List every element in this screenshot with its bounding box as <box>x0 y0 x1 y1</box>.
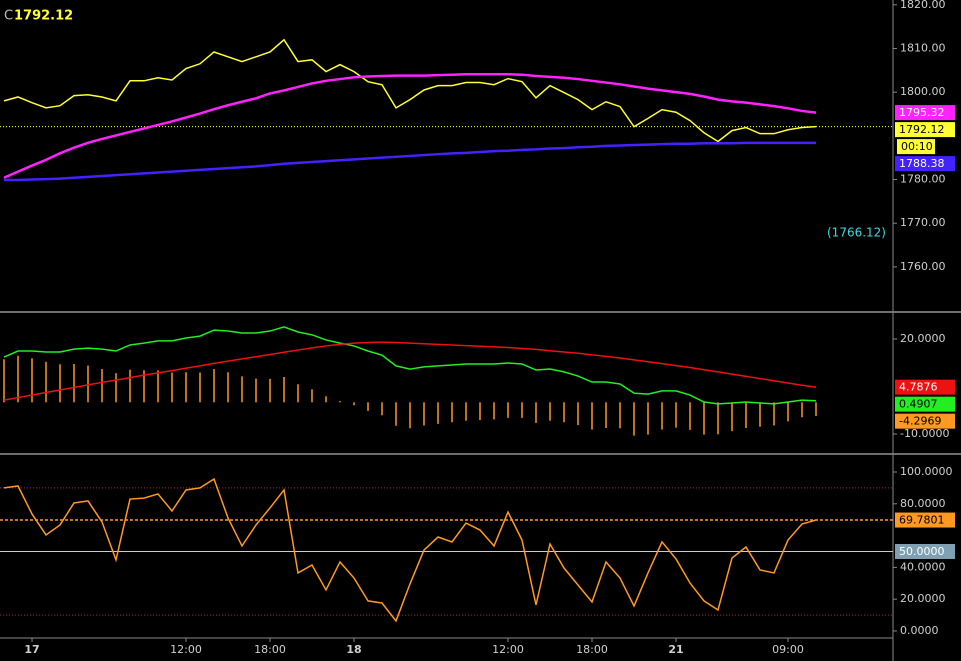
y-tick-label: 1780.00 <box>900 173 946 186</box>
x-tick-label: 17 <box>24 643 39 656</box>
y-tick-label: 1760.00 <box>900 260 946 273</box>
x-tick-label: 18:00 <box>576 643 608 656</box>
y-tick-label: 20.0000 <box>900 592 946 605</box>
series-line <box>3 326 817 405</box>
value-box <box>895 156 955 172</box>
x-tick-label: 12:00 <box>170 643 202 656</box>
series-line <box>4 141 817 182</box>
value-box <box>895 379 955 395</box>
y-tick-label: 1770.00 <box>900 216 946 229</box>
value-box-label: 00:10 <box>901 140 933 153</box>
value-box <box>895 512 955 528</box>
value-box-label: 50.0000 <box>899 545 945 558</box>
header-value: 1792.12 <box>14 9 73 24</box>
series-line <box>3 73 817 179</box>
x-tick-label: 12:00 <box>492 643 524 656</box>
x-tick-label: 09:00 <box>772 643 804 656</box>
y-tick-label: 1810.00 <box>900 41 946 54</box>
value-box-label: 0.4907 <box>899 398 938 411</box>
series-line <box>3 38 817 143</box>
value-box <box>895 122 955 138</box>
y-tick-label: 40.0000 <box>900 560 946 573</box>
value-box-label: 1792.12 <box>899 123 945 136</box>
y-tick-label: 1800.00 <box>900 85 946 98</box>
series-line <box>3 477 817 623</box>
y-tick-label: 80.0000 <box>900 497 946 510</box>
y-tick-label: 1820.00 <box>900 0 946 11</box>
value-box-label: 1788.38 <box>899 157 945 170</box>
value-box <box>895 396 955 412</box>
header-label: C <box>4 9 13 24</box>
x-tick-label: 18 <box>346 643 361 656</box>
value-box <box>895 105 955 121</box>
y-tick-label: 100.0000 <box>900 465 953 478</box>
y-tick-label: 20.0000 <box>900 332 946 345</box>
y-tick-label: 0.0000 <box>900 624 939 637</box>
value-box <box>895 413 955 429</box>
x-tick-label: 18:00 <box>254 643 286 656</box>
annotation: (1766.12) <box>827 226 886 240</box>
value-box <box>897 139 935 155</box>
value-box-label: 4.7876 <box>899 381 938 394</box>
x-tick-label: 21 <box>668 643 683 656</box>
y-tick-label: -10.0000 <box>900 427 949 440</box>
value-box-label: -4.2969 <box>899 415 941 428</box>
value-box <box>895 543 955 559</box>
value-box-label: 1795.32 <box>899 106 945 119</box>
value-box-label: 69.7801 <box>899 514 945 527</box>
series-line <box>3 341 817 401</box>
